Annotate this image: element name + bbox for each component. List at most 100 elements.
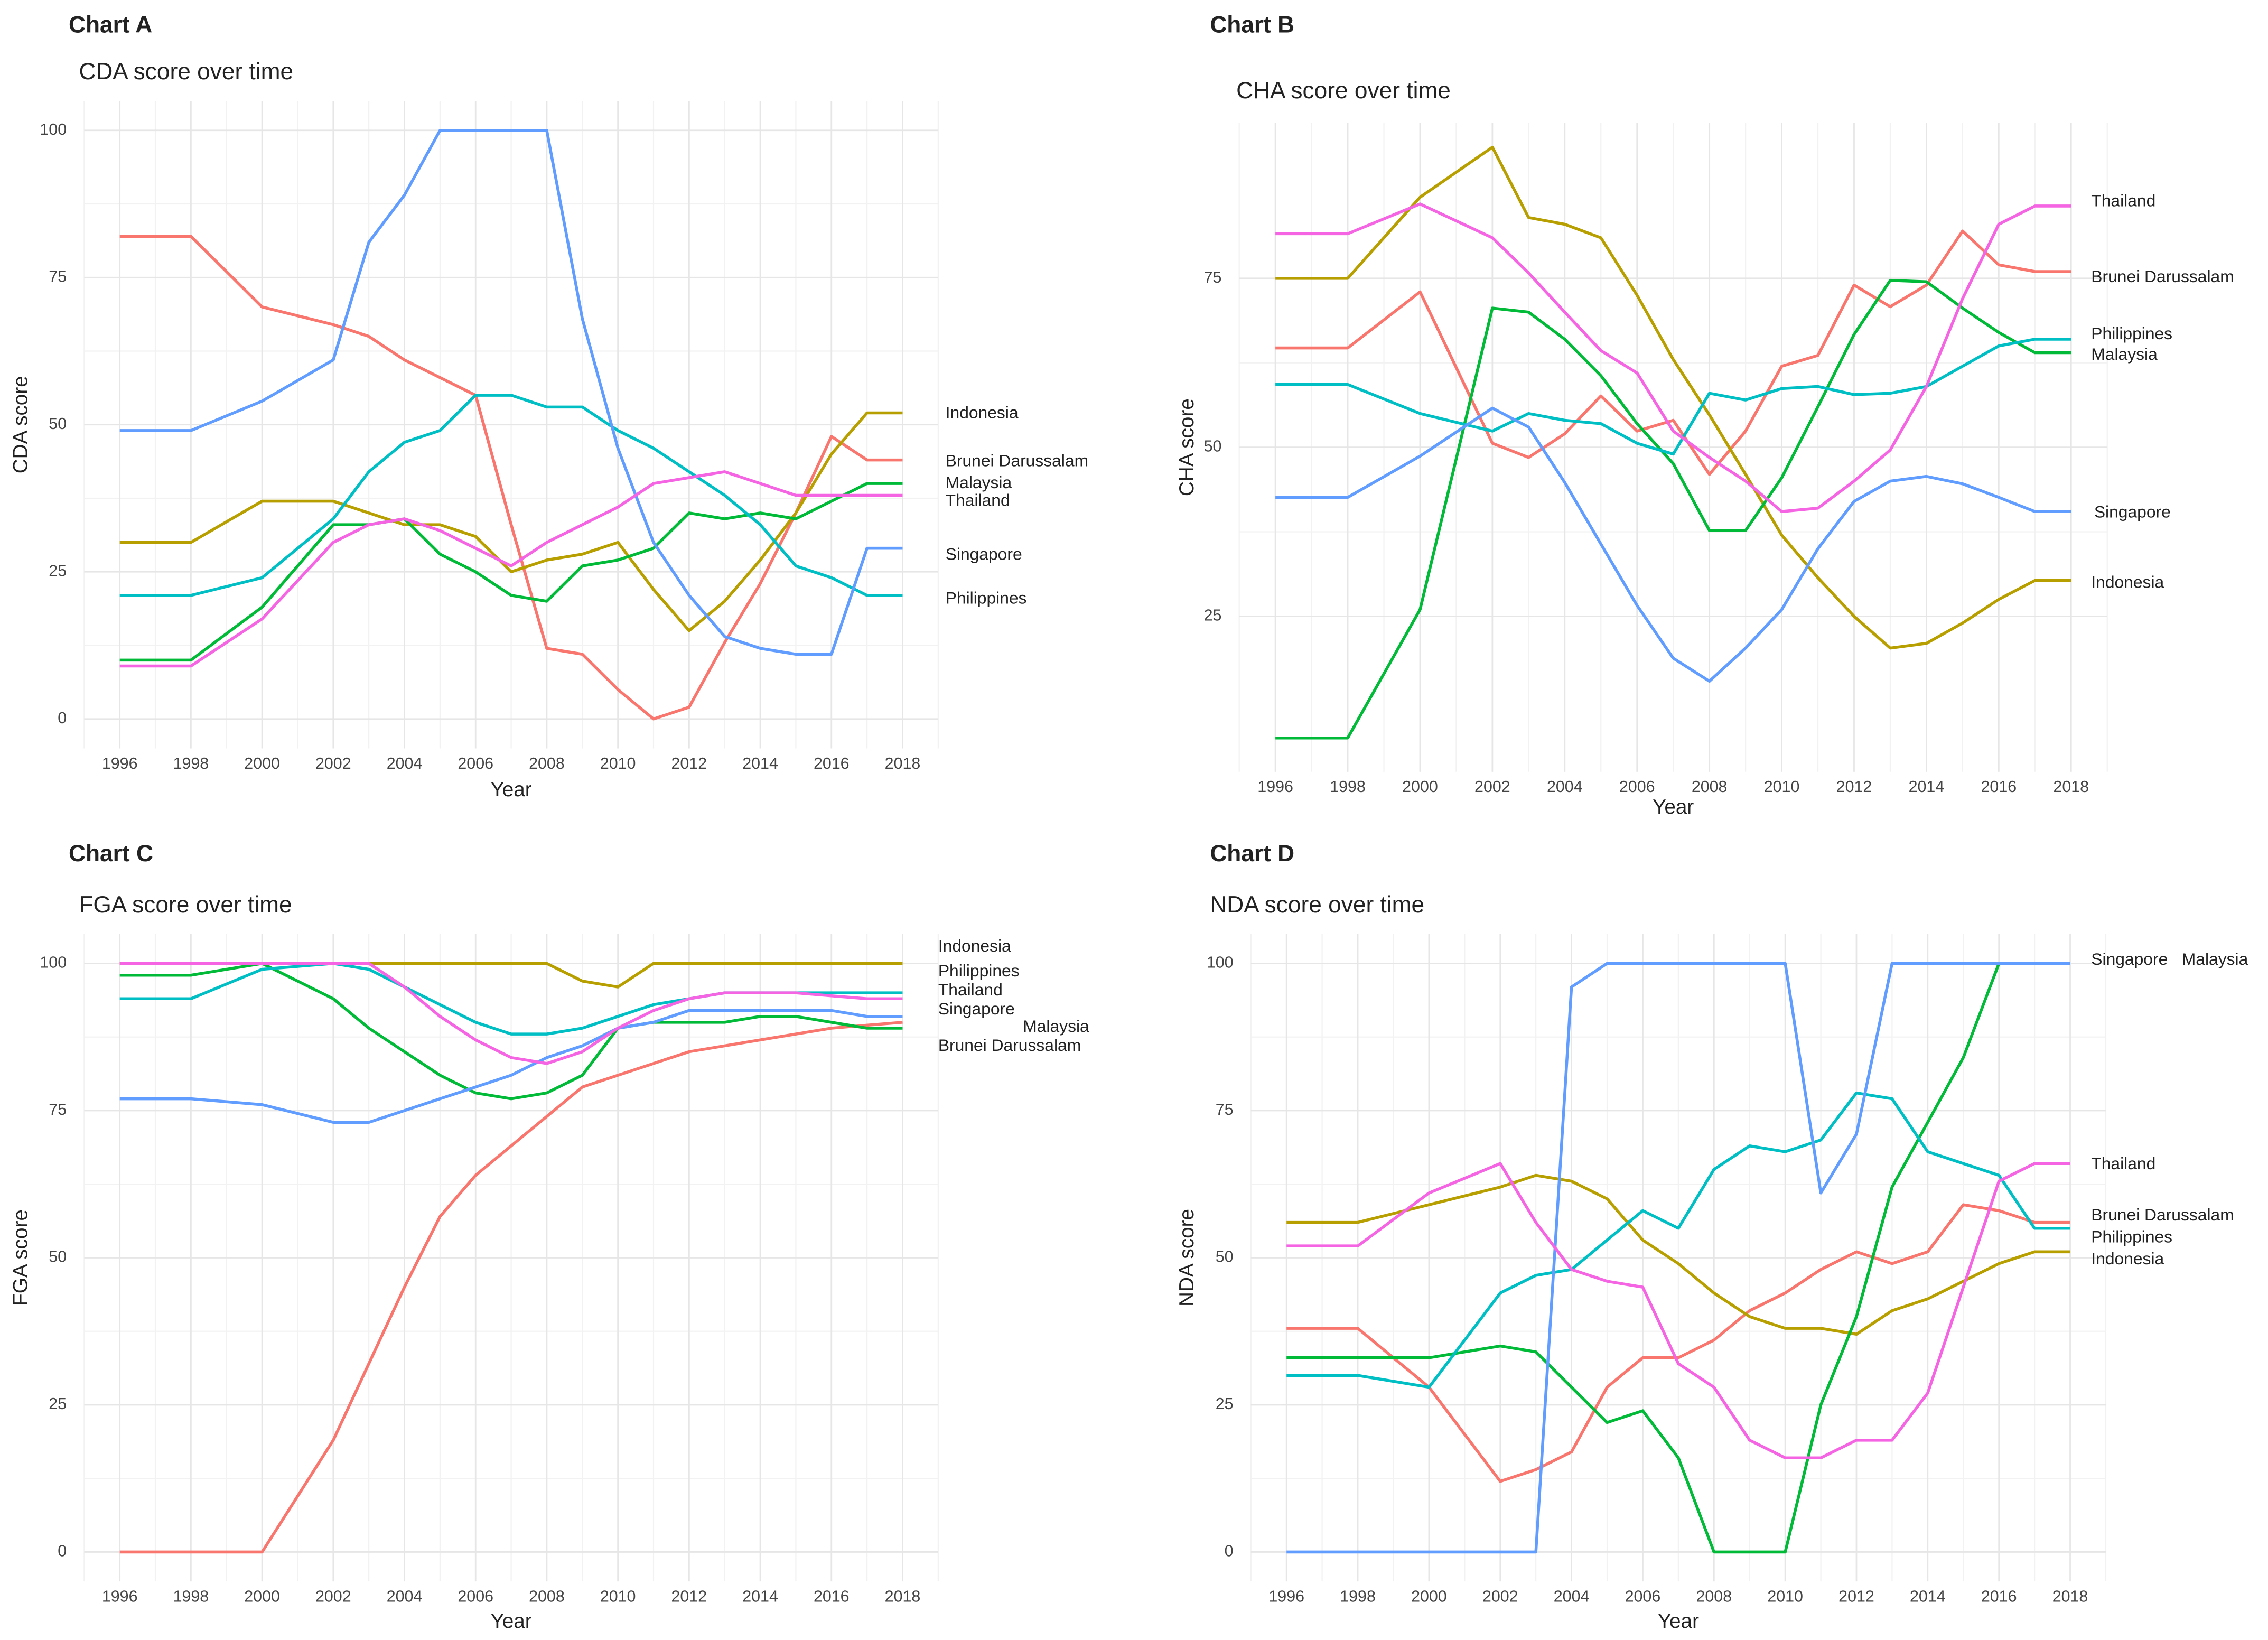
- x-tick-label: 2012: [671, 1588, 707, 1606]
- x-tick-label: 2014: [1909, 778, 1945, 796]
- series-line: [1275, 229, 2071, 476]
- series-line: [1286, 1173, 2070, 1336]
- x-tick-label: 2008: [1692, 778, 1728, 796]
- series-label: Indonesia: [938, 936, 1011, 955]
- series-label: Brunei Darussalam: [938, 1036, 1081, 1055]
- x-tick-label: 1996: [102, 1588, 138, 1606]
- chart-subtitle: CHA score over time: [1236, 78, 1451, 104]
- chart-title: Chart B: [1210, 12, 1294, 38]
- x-tick-label: 1996: [1268, 1588, 1304, 1606]
- series-label: Brunei Darussalam: [2091, 267, 2234, 286]
- x-tick-label: 2016: [814, 754, 850, 772]
- series-line: [1275, 406, 2071, 683]
- series-label: Malaysia: [946, 473, 1012, 492]
- y-tick-label: 50: [49, 415, 67, 433]
- series-line: [1275, 145, 2071, 650]
- series-line: [119, 129, 903, 656]
- y-tick-label: 0: [1225, 1542, 1234, 1560]
- y-tick-label: 0: [58, 709, 67, 727]
- series-line: [1286, 962, 2070, 1554]
- x-tick-label: 2004: [387, 1588, 423, 1606]
- series-label: Philippines: [938, 961, 1020, 980]
- y-tick-label: 100: [40, 120, 67, 138]
- y-axis-label: FGA score: [10, 1209, 32, 1306]
- y-tick-label: 100: [40, 953, 67, 971]
- x-tick-label: 2018: [2052, 1588, 2088, 1606]
- series-line: [119, 962, 903, 1065]
- series-label: Thailand: [946, 490, 1010, 509]
- x-tick-label: 2016: [1981, 778, 2017, 796]
- series-label: Thailand: [938, 980, 1003, 999]
- series-line: [1275, 278, 2071, 740]
- chart-subtitle: FGA score over time: [79, 892, 292, 918]
- x-tick-label: 2010: [600, 754, 636, 772]
- x-tick-label: 2008: [1696, 1588, 1732, 1606]
- series-label: Indonesia: [2091, 1249, 2164, 1268]
- x-tick-label: 2018: [885, 754, 921, 772]
- series-line: [119, 394, 903, 597]
- x-tick-label: 1998: [173, 1588, 209, 1606]
- series-label: Singapore: [946, 545, 1022, 564]
- series-label: Brunei Darussalam: [946, 451, 1088, 470]
- series-label: Singapore: [938, 999, 1015, 1018]
- x-tick-label: 2008: [529, 754, 565, 772]
- series-label: Philippines: [2091, 1227, 2172, 1246]
- x-tick-label: 2010: [600, 1588, 636, 1606]
- x-tick-label: 2006: [1619, 778, 1655, 796]
- series-line: [1286, 1091, 2070, 1389]
- series-label: Philippines: [2091, 324, 2172, 343]
- x-tick-label: 2008: [529, 1588, 565, 1606]
- x-tick-label: 2004: [1554, 1588, 1590, 1606]
- series-line: [1286, 962, 2070, 1554]
- x-axis-label: Year: [1658, 1610, 1699, 1633]
- x-tick-label: 2016: [1981, 1588, 2017, 1606]
- series-line: [119, 1009, 903, 1124]
- series-label: Thailand: [2091, 191, 2155, 210]
- x-tick-label: 2000: [244, 1588, 280, 1606]
- x-tick-label: 2010: [1764, 778, 1800, 796]
- y-axis-label: CDA score: [10, 376, 32, 473]
- x-axis-label: Year: [490, 1610, 531, 1633]
- x-tick-label: 2018: [2053, 778, 2089, 796]
- y-tick-label: 0: [58, 1542, 67, 1560]
- x-tick-label: 1998: [1330, 778, 1366, 796]
- y-tick-label: 50: [49, 1247, 67, 1265]
- series-label: Indonesia: [2091, 572, 2164, 591]
- series-line: [1286, 1162, 2070, 1459]
- series-label: Malaysia: [2182, 949, 2248, 968]
- y-tick-label: 75: [1216, 1101, 1234, 1119]
- x-tick-label: 1998: [173, 754, 209, 772]
- x-tick-label: 2012: [671, 754, 707, 772]
- y-tick-label: 50: [1216, 1247, 1234, 1265]
- x-tick-label: 2002: [315, 1588, 351, 1606]
- series-label: Singapore: [2094, 502, 2171, 521]
- y-tick-label: 25: [49, 1395, 67, 1413]
- series-label: Philippines: [946, 589, 1027, 608]
- x-tick-label: 2012: [1836, 778, 1872, 796]
- x-axis-label: Year: [490, 778, 531, 801]
- series-line: [1275, 338, 2071, 456]
- series-line: [1275, 202, 2071, 513]
- x-tick-label: 1996: [102, 754, 138, 772]
- x-axis-label: Year: [1653, 796, 1694, 818]
- y-tick-label: 100: [1207, 953, 1234, 971]
- x-tick-label: 2014: [742, 1588, 778, 1606]
- series-label: Malaysia: [1023, 1017, 1089, 1036]
- y-axis-label: CHA score: [1175, 398, 1198, 496]
- chart-title: Chart C: [69, 841, 153, 866]
- x-tick-label: 2004: [387, 754, 423, 772]
- x-tick-label: 2014: [1910, 1588, 1946, 1606]
- chart-subtitle: CDA score over time: [79, 59, 293, 85]
- series-line: [1286, 1203, 2070, 1483]
- x-tick-label: 1996: [1257, 778, 1293, 796]
- series-line: [119, 962, 903, 1101]
- chart-subtitle: NDA score over time: [1210, 892, 1424, 918]
- x-tick-label: 2000: [244, 754, 280, 772]
- series-label: Brunei Darussalam: [2091, 1205, 2234, 1224]
- series-label: Thailand: [2091, 1154, 2155, 1173]
- y-tick-label: 50: [1204, 437, 1222, 455]
- x-tick-label: 2016: [814, 1588, 850, 1606]
- x-tick-label: 2006: [1625, 1588, 1661, 1606]
- x-tick-label: 2012: [1838, 1588, 1874, 1606]
